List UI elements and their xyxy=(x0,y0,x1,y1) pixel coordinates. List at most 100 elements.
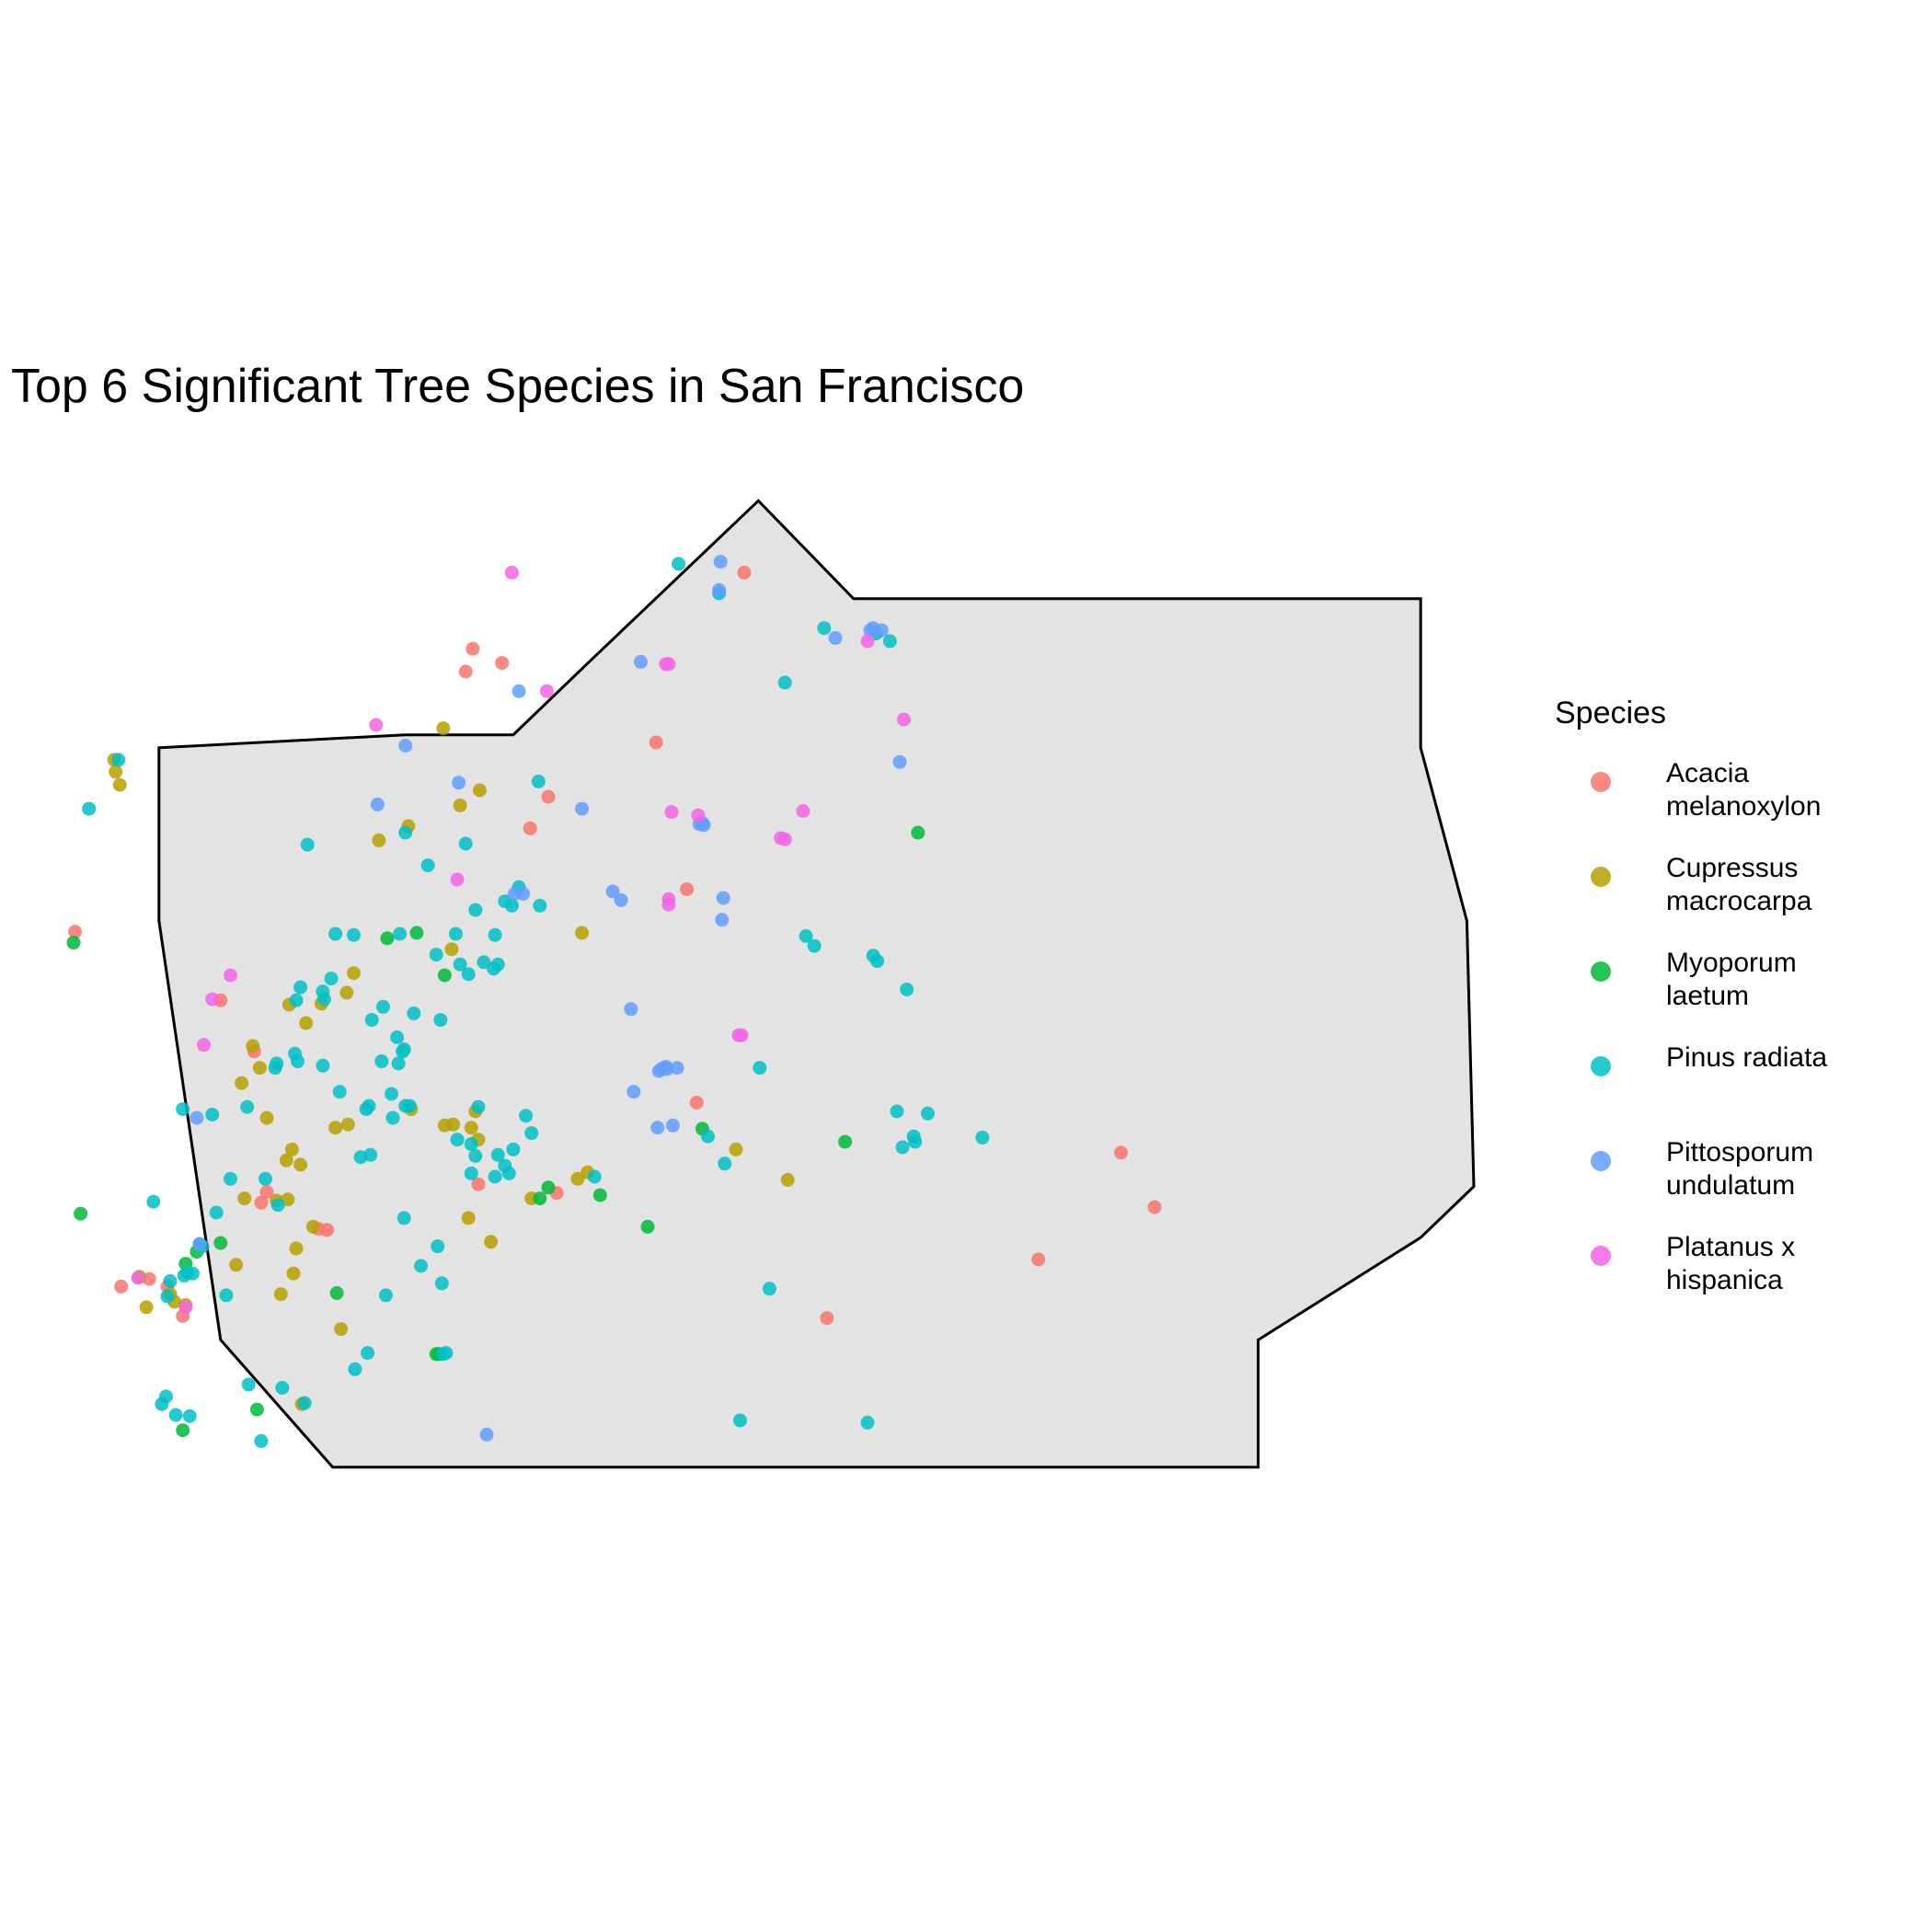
tree-point-series-5-21 xyxy=(178,1300,193,1315)
tree-point-series-0-4 xyxy=(649,735,663,750)
tree-point-series-0-8 xyxy=(68,925,82,939)
tree-point-series-3-7 xyxy=(82,801,97,816)
tree-point-series-1-32 xyxy=(484,1235,499,1249)
tree-point-series-1-21 xyxy=(464,1121,478,1135)
tree-point-series-3-39 xyxy=(396,1044,410,1059)
tree-point-series-2-18 xyxy=(249,1402,264,1417)
tree-point-series-3-28 xyxy=(324,972,339,986)
tree-point-series-4-1 xyxy=(712,582,727,597)
tree-point-series-3-72 xyxy=(498,1158,512,1173)
tree-point-series-3-51 xyxy=(402,1098,417,1113)
tree-point-series-0-21 xyxy=(114,1279,129,1294)
tree-point-series-3-66 xyxy=(205,1108,220,1121)
tree-point-series-3-2 xyxy=(817,621,832,636)
tree-point-series-0-15 xyxy=(254,1195,269,1210)
tree-point-series-3-88 xyxy=(160,1289,175,1304)
tree-point-series-3-71 xyxy=(468,1149,483,1163)
tree-point-series-3-69 xyxy=(353,1150,368,1165)
tree-point-series-3-76 xyxy=(397,1211,411,1225)
tree-point-series-3-86 xyxy=(241,1377,256,1392)
tree-point-series-5-9 xyxy=(777,832,792,846)
tree-point-series-3-108 xyxy=(807,938,822,953)
tree-point-series-3-18 xyxy=(346,927,361,942)
tree-point-series-1-8 xyxy=(346,966,361,981)
tree-point-series-4-7 xyxy=(512,684,526,698)
tree-point-series-2-10 xyxy=(74,1206,88,1221)
tree-point-series-4-29 xyxy=(665,1118,680,1133)
tree-point-series-3-34 xyxy=(407,1006,421,1020)
tree-point-series-4-16 xyxy=(614,893,628,907)
tree-point-series-3-8 xyxy=(300,837,315,852)
tree-point-series-3-113 xyxy=(860,1415,875,1430)
tree-point-series-3-103 xyxy=(890,1104,904,1119)
tree-point-series-0-11 xyxy=(689,1096,704,1110)
tree-point-series-3-11 xyxy=(420,858,435,873)
tree-point-series-3-9 xyxy=(398,825,413,840)
tree-point-series-1-40 xyxy=(340,1117,355,1132)
legend-label-0: Acacia melanoxylon xyxy=(1666,758,1822,822)
tree-point-series-3-87 xyxy=(297,1396,312,1410)
tree-point-series-0-18 xyxy=(1114,1145,1128,1160)
tree-point-series-4-0 xyxy=(713,555,728,569)
tree-point-series-4-26 xyxy=(651,1064,666,1078)
tree-point-series-3-26 xyxy=(461,967,476,982)
tree-point-series-3-19 xyxy=(393,926,408,941)
tree-point-series-3-17 xyxy=(328,926,343,941)
tree-point-series-3-37 xyxy=(390,1030,405,1044)
tree-point-series-2-1 xyxy=(66,936,81,950)
tree-point-series-3-60 xyxy=(464,1137,478,1151)
tree-point-series-4-9 xyxy=(452,776,466,790)
tree-point-series-5-19 xyxy=(197,1038,211,1052)
tree-point-series-3-110 xyxy=(753,1061,767,1075)
tree-point-series-0-5 xyxy=(541,789,556,804)
tree-point-series-3-21 xyxy=(449,926,463,941)
tree-point-series-5-3 xyxy=(539,684,554,698)
legend-key-3 xyxy=(1591,1056,1611,1076)
legend-entry-0: Acacia melanoxylon xyxy=(1555,757,1821,852)
tree-point-series-1-35 xyxy=(780,1173,795,1187)
tree-point-series-3-62 xyxy=(259,1171,272,1186)
tree-point-series-3-10 xyxy=(531,775,546,788)
legend-entry-5: Platanus x hispanica xyxy=(1555,1231,1795,1326)
tree-point-series-3-77 xyxy=(414,1259,428,1273)
tree-point-series-2-17 xyxy=(176,1423,190,1438)
tree-point-series-0-20 xyxy=(1031,1252,1046,1267)
tree-point-series-2-11 xyxy=(213,1236,228,1250)
tree-point-series-2-19 xyxy=(541,1180,556,1195)
tree-point-series-1-44 xyxy=(286,1266,301,1281)
tree-point-series-1-36 xyxy=(729,1142,743,1156)
tree-point-series-4-15 xyxy=(605,884,620,899)
tree-point-series-4-18 xyxy=(507,886,522,901)
tree-point-series-3-24 xyxy=(477,955,491,970)
tree-point-series-4-22 xyxy=(624,1002,638,1017)
legend: Species Acacia melanoxylon Cupressus macr… xyxy=(1555,696,1827,1326)
tree-point-series-3-64 xyxy=(240,1099,255,1114)
tree-point-series-4-32 xyxy=(479,1427,494,1442)
tree-point-series-5-5 xyxy=(664,805,679,820)
tree-point-series-2-14 xyxy=(329,1286,344,1300)
tree-point-series-3-42 xyxy=(391,1056,406,1071)
tree-point-series-3-32 xyxy=(289,993,304,1007)
tree-point-series-1-38 xyxy=(237,1191,252,1206)
tree-point-series-0-12 xyxy=(471,1177,486,1191)
tree-point-series-3-81 xyxy=(361,1346,375,1361)
tree-point-series-3-12 xyxy=(458,836,473,851)
tree-point-series-0-19 xyxy=(1147,1200,1162,1214)
tree-point-series-3-65 xyxy=(176,1102,190,1117)
tree-point-series-3-100 xyxy=(254,1433,269,1448)
tree-point-series-3-67 xyxy=(270,1198,285,1213)
tree-point-series-2-6 xyxy=(838,1134,853,1149)
tree-point-series-5-2 xyxy=(661,657,676,672)
tree-point-series-4-19 xyxy=(716,891,730,905)
tree-point-series-3-91 xyxy=(185,1266,200,1281)
tree-point-series-3-4 xyxy=(882,634,897,649)
tree-point-series-3-31 xyxy=(316,992,331,1006)
tree-point-series-3-84 xyxy=(348,1362,362,1376)
tree-point-series-2-3 xyxy=(409,926,424,940)
tree-point-series-3-106 xyxy=(900,983,914,996)
legend-key-4 xyxy=(1591,1151,1611,1171)
tree-point-series-3-57 xyxy=(488,1169,502,1184)
tree-point-series-1-14 xyxy=(299,1016,314,1030)
legend-key-5 xyxy=(1591,1246,1611,1266)
